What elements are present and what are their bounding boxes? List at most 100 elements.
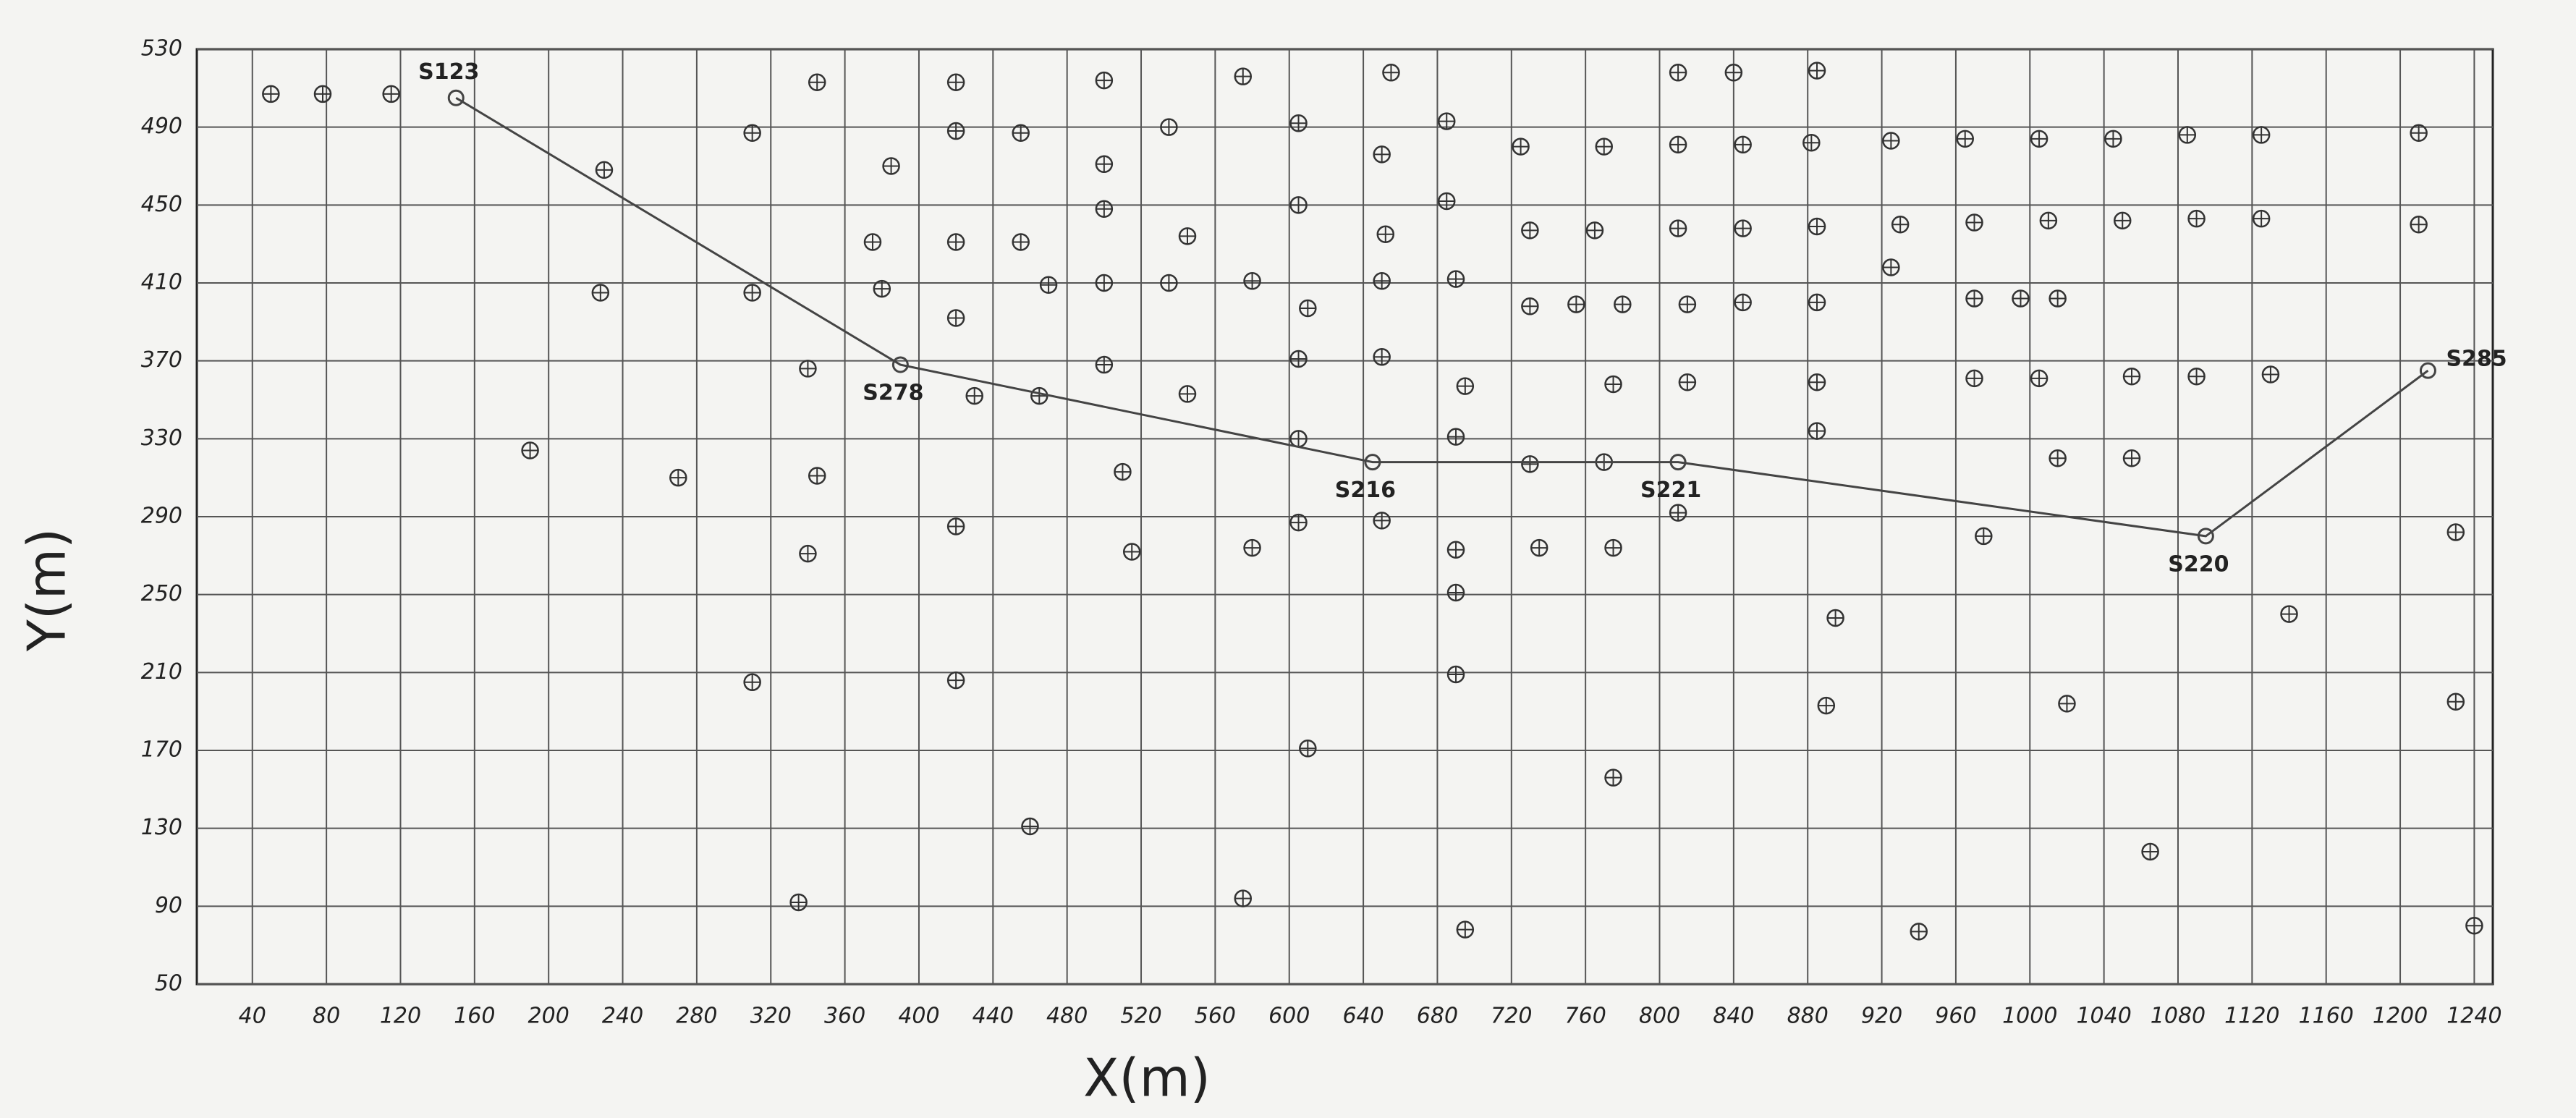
marker-cross bbox=[1957, 130, 1973, 147]
marker-cross bbox=[1457, 378, 1473, 394]
borehole-marker bbox=[1604, 375, 1622, 394]
marker-cross bbox=[1096, 156, 1112, 172]
borehole-marker bbox=[1456, 920, 1475, 939]
marker-cross bbox=[1124, 543, 1140, 560]
borehole-marker bbox=[2261, 365, 2280, 384]
marker-cross bbox=[809, 74, 826, 90]
marker-cross bbox=[1605, 769, 1622, 786]
borehole-marker bbox=[1373, 145, 1391, 164]
borehole-marker bbox=[1160, 118, 1178, 136]
marker-cross bbox=[1234, 68, 1251, 85]
borehole-marker bbox=[882, 157, 900, 175]
marker-cross bbox=[1234, 890, 1251, 907]
marker-cross bbox=[1041, 276, 1057, 293]
marker-cross bbox=[873, 281, 890, 297]
borehole-marker bbox=[1039, 276, 1058, 294]
borehole-marker bbox=[1373, 272, 1391, 290]
station-label: S285 bbox=[2446, 347, 2507, 372]
borehole-marker bbox=[1585, 221, 1604, 240]
marker-cross bbox=[596, 161, 612, 178]
marker-cross bbox=[1373, 512, 1390, 529]
borehole-marker bbox=[1095, 200, 1114, 218]
marker-cross bbox=[1809, 62, 1826, 79]
marker-cross bbox=[2059, 695, 2075, 712]
y-tick-label: 170 bbox=[141, 737, 182, 763]
borehole-marker bbox=[1446, 270, 1465, 288]
marker-cross bbox=[1290, 115, 1307, 132]
marker-cross bbox=[966, 388, 983, 405]
borehole-marker bbox=[2280, 605, 2298, 623]
marker-cross bbox=[1827, 609, 1844, 626]
x-tick-label: 200 bbox=[528, 1004, 569, 1029]
marker-cross bbox=[2281, 606, 2297, 622]
borehole-marker bbox=[1965, 369, 1983, 388]
borehole-marker bbox=[2187, 209, 2206, 228]
marker-cross bbox=[1605, 540, 1622, 556]
x-tick-label: 760 bbox=[1565, 1004, 1606, 1029]
marker-cross bbox=[948, 74, 965, 90]
borehole-marker bbox=[965, 386, 983, 405]
borehole-marker bbox=[1882, 258, 1900, 276]
marker-cross bbox=[1725, 64, 1742, 81]
marker-cross bbox=[1448, 666, 1465, 683]
borehole-marker bbox=[669, 468, 687, 487]
borehole-marker bbox=[382, 85, 400, 103]
marker-cross bbox=[948, 310, 965, 326]
borehole-marker bbox=[2030, 130, 2048, 148]
borehole-marker bbox=[1802, 133, 1821, 152]
borehole-marker bbox=[313, 85, 332, 103]
borehole-marker bbox=[1521, 297, 1539, 316]
marker-cross bbox=[1290, 350, 1307, 367]
y-tick-label: 490 bbox=[141, 114, 182, 139]
marker-cross bbox=[1448, 428, 1465, 445]
borehole-marker bbox=[1817, 696, 1836, 715]
borehole-marker bbox=[1446, 428, 1465, 446]
borehole-marker bbox=[2410, 124, 2428, 142]
borehole-marker bbox=[1446, 665, 1465, 684]
x-tick-label: 480 bbox=[1046, 1004, 1088, 1029]
marker-cross bbox=[2410, 124, 2427, 141]
borehole-marker bbox=[2048, 289, 2067, 308]
marker-cross bbox=[800, 546, 816, 562]
borehole-marker bbox=[2030, 369, 2048, 388]
profile-station bbox=[891, 356, 909, 373]
marker-cross bbox=[948, 672, 965, 689]
marker-cross bbox=[2031, 370, 2048, 386]
marker-cross bbox=[1290, 197, 1307, 213]
borehole-marker bbox=[1437, 112, 1456, 130]
profile-line bbox=[455, 97, 2429, 538]
borehole-marker bbox=[1808, 293, 1826, 312]
borehole-marker bbox=[1114, 462, 1132, 481]
borehole-marker bbox=[1289, 430, 1308, 448]
marker-cross bbox=[1448, 541, 1465, 558]
marker-cross bbox=[1966, 290, 1983, 307]
marker-cross bbox=[1512, 138, 1529, 155]
x-tick-label: 600 bbox=[1268, 1004, 1310, 1029]
borehole-marker bbox=[1521, 455, 1539, 473]
y-tick-label: 530 bbox=[141, 36, 182, 62]
borehole-marker bbox=[1289, 350, 1308, 368]
marker-cross bbox=[1809, 423, 1826, 439]
x-tick-label: 800 bbox=[1639, 1004, 1680, 1029]
borehole-marker bbox=[1808, 217, 1826, 236]
marker-cross bbox=[2447, 693, 2464, 710]
marker-cross bbox=[2188, 211, 2205, 227]
marker-cross bbox=[1096, 72, 1112, 89]
marker-cross bbox=[263, 85, 279, 102]
marker-cross bbox=[1818, 698, 1834, 714]
marker-cross bbox=[1439, 113, 1455, 130]
marker-cross bbox=[1096, 200, 1112, 217]
marker-cross bbox=[1975, 528, 1992, 544]
marker-cross bbox=[1290, 514, 1307, 531]
borehole-marker bbox=[946, 517, 965, 535]
borehole-marker bbox=[2178, 126, 2197, 144]
borehole-marker bbox=[1965, 213, 1983, 232]
borehole-marker bbox=[873, 279, 891, 298]
marker-cross bbox=[2262, 366, 2279, 383]
y-tick-label: 250 bbox=[141, 581, 182, 606]
borehole-marker bbox=[1808, 62, 1826, 80]
marker-cross bbox=[1022, 818, 1038, 834]
borehole-marker bbox=[1178, 227, 1197, 245]
marker-cross bbox=[1679, 374, 1695, 391]
borehole-marker bbox=[1669, 135, 1687, 154]
